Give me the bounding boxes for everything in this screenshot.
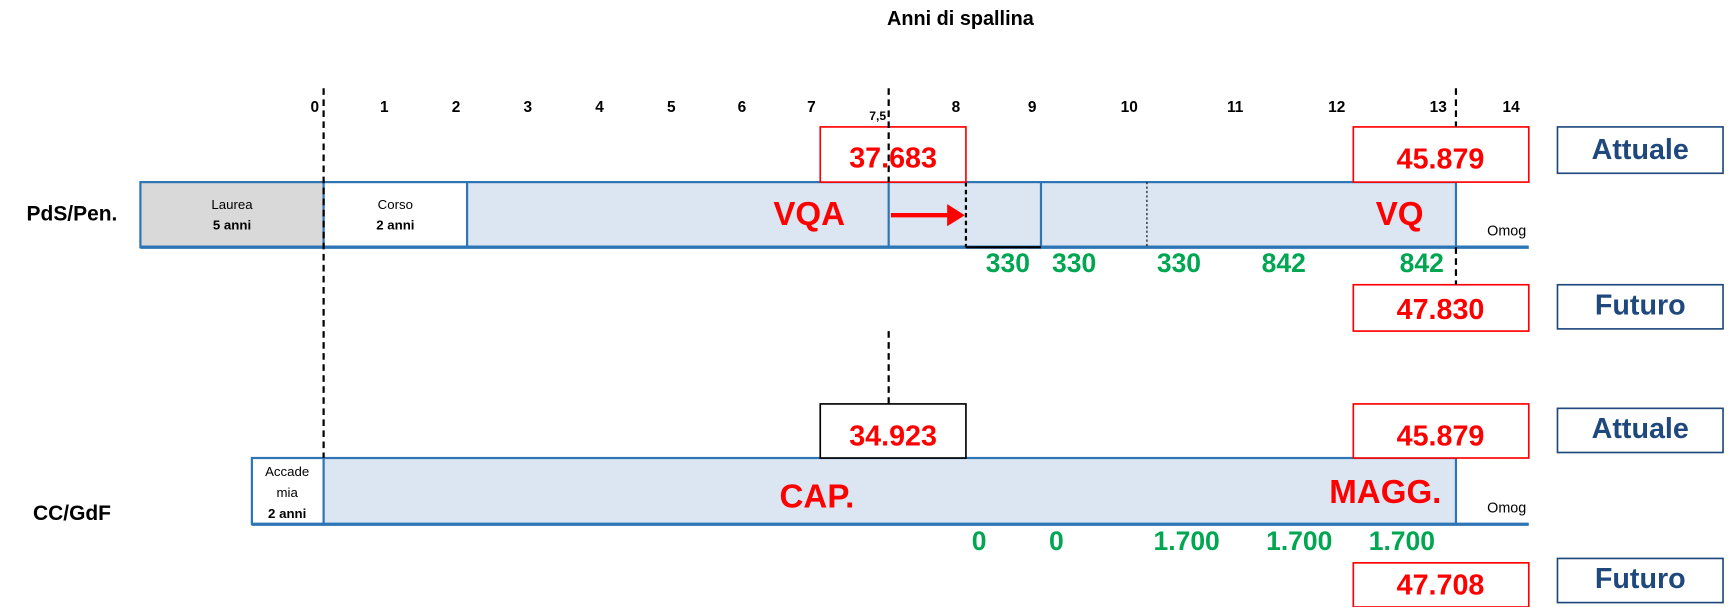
tick-label: 1 — [380, 99, 389, 116]
tag: Futuro — [1595, 563, 1686, 595]
value: 47.830 — [1397, 294, 1485, 326]
segment-label: 5 anni — [213, 218, 251, 233]
value: 47.708 — [1397, 570, 1485, 602]
tick-label: 8 — [952, 99, 961, 116]
tag-box — [1556, 283, 1724, 330]
tick-label: 7,5 — [869, 109, 886, 123]
increment: 0 — [972, 526, 987, 556]
tick-label: 10 — [1121, 99, 1138, 116]
tag-box — [1556, 126, 1724, 175]
tick-label: 9 — [1028, 99, 1037, 116]
segment — [322, 180, 469, 249]
axis: 0 1 2 3 4 5 6 7 7,5 8 9 10 11 12 13 14 — [310, 99, 1520, 123]
value: 45.879 — [1397, 144, 1485, 176]
value: 37.683 — [849, 143, 937, 175]
tick-label: 11 — [1227, 99, 1244, 116]
segment-label: Laurea — [211, 197, 253, 212]
segment-label: 2 anni — [268, 506, 306, 521]
value-box — [1352, 126, 1530, 183]
tick-label: 13 — [1430, 99, 1448, 116]
tag: Attuale — [1592, 134, 1689, 166]
increment: 1.700 — [1266, 526, 1332, 556]
grade-label: MAGG. — [1329, 474, 1441, 511]
tick-label: 12 — [1328, 99, 1345, 116]
arrow-head — [947, 204, 965, 227]
value: 45.879 — [1397, 421, 1485, 453]
tick-label: 4 — [595, 99, 604, 116]
increment: 842 — [1262, 248, 1306, 278]
segment — [139, 180, 325, 249]
tick-label: 2 — [452, 99, 461, 116]
tick-label: 7 — [807, 99, 816, 116]
tag-box — [1556, 407, 1724, 454]
tick-label: 5 — [667, 99, 676, 116]
increment: 330 — [1052, 248, 1096, 278]
row-label: PdS/Pen. — [27, 203, 118, 226]
segment — [322, 456, 1458, 526]
value-box — [1352, 283, 1530, 332]
tag: Attuale — [1592, 413, 1689, 445]
grade-label: VQA — [773, 196, 845, 233]
segment-label: Accade — [265, 464, 309, 479]
tick-label: 6 — [738, 99, 747, 116]
increment: 330 — [1157, 248, 1201, 278]
segment-label: mia — [277, 485, 299, 500]
increments: 330 330 330 842 842 0 0 1.700 1.700 1.700 — [972, 248, 1444, 556]
increment: 1.700 — [1369, 526, 1435, 556]
tick-label: 14 — [1503, 99, 1521, 116]
increment: 330 — [986, 248, 1030, 278]
grade-label: CAP. — [780, 479, 855, 516]
segment-label: Corso — [378, 197, 413, 212]
increment: 1.700 — [1154, 526, 1220, 556]
value-box — [819, 403, 967, 459]
title: Anni di spallina — [887, 8, 1035, 30]
row-label: CC/GdF — [33, 502, 111, 525]
value-box — [819, 126, 967, 183]
value-box — [1352, 562, 1530, 607]
omog: Omog — [1487, 501, 1526, 517]
segment — [250, 456, 325, 526]
tag-box — [1556, 557, 1724, 604]
segment-label: 2 anni — [376, 218, 414, 233]
omog: Omog — [1487, 224, 1526, 240]
increment: 0 — [1049, 526, 1064, 556]
value: 34.923 — [849, 421, 937, 453]
tick-label: 0 — [310, 99, 319, 116]
grade-label: VQ — [1376, 196, 1424, 233]
tick-label: 3 — [523, 99, 532, 116]
increment: 842 — [1400, 248, 1444, 278]
tag: Futuro — [1595, 289, 1686, 321]
value-box — [1352, 403, 1530, 459]
